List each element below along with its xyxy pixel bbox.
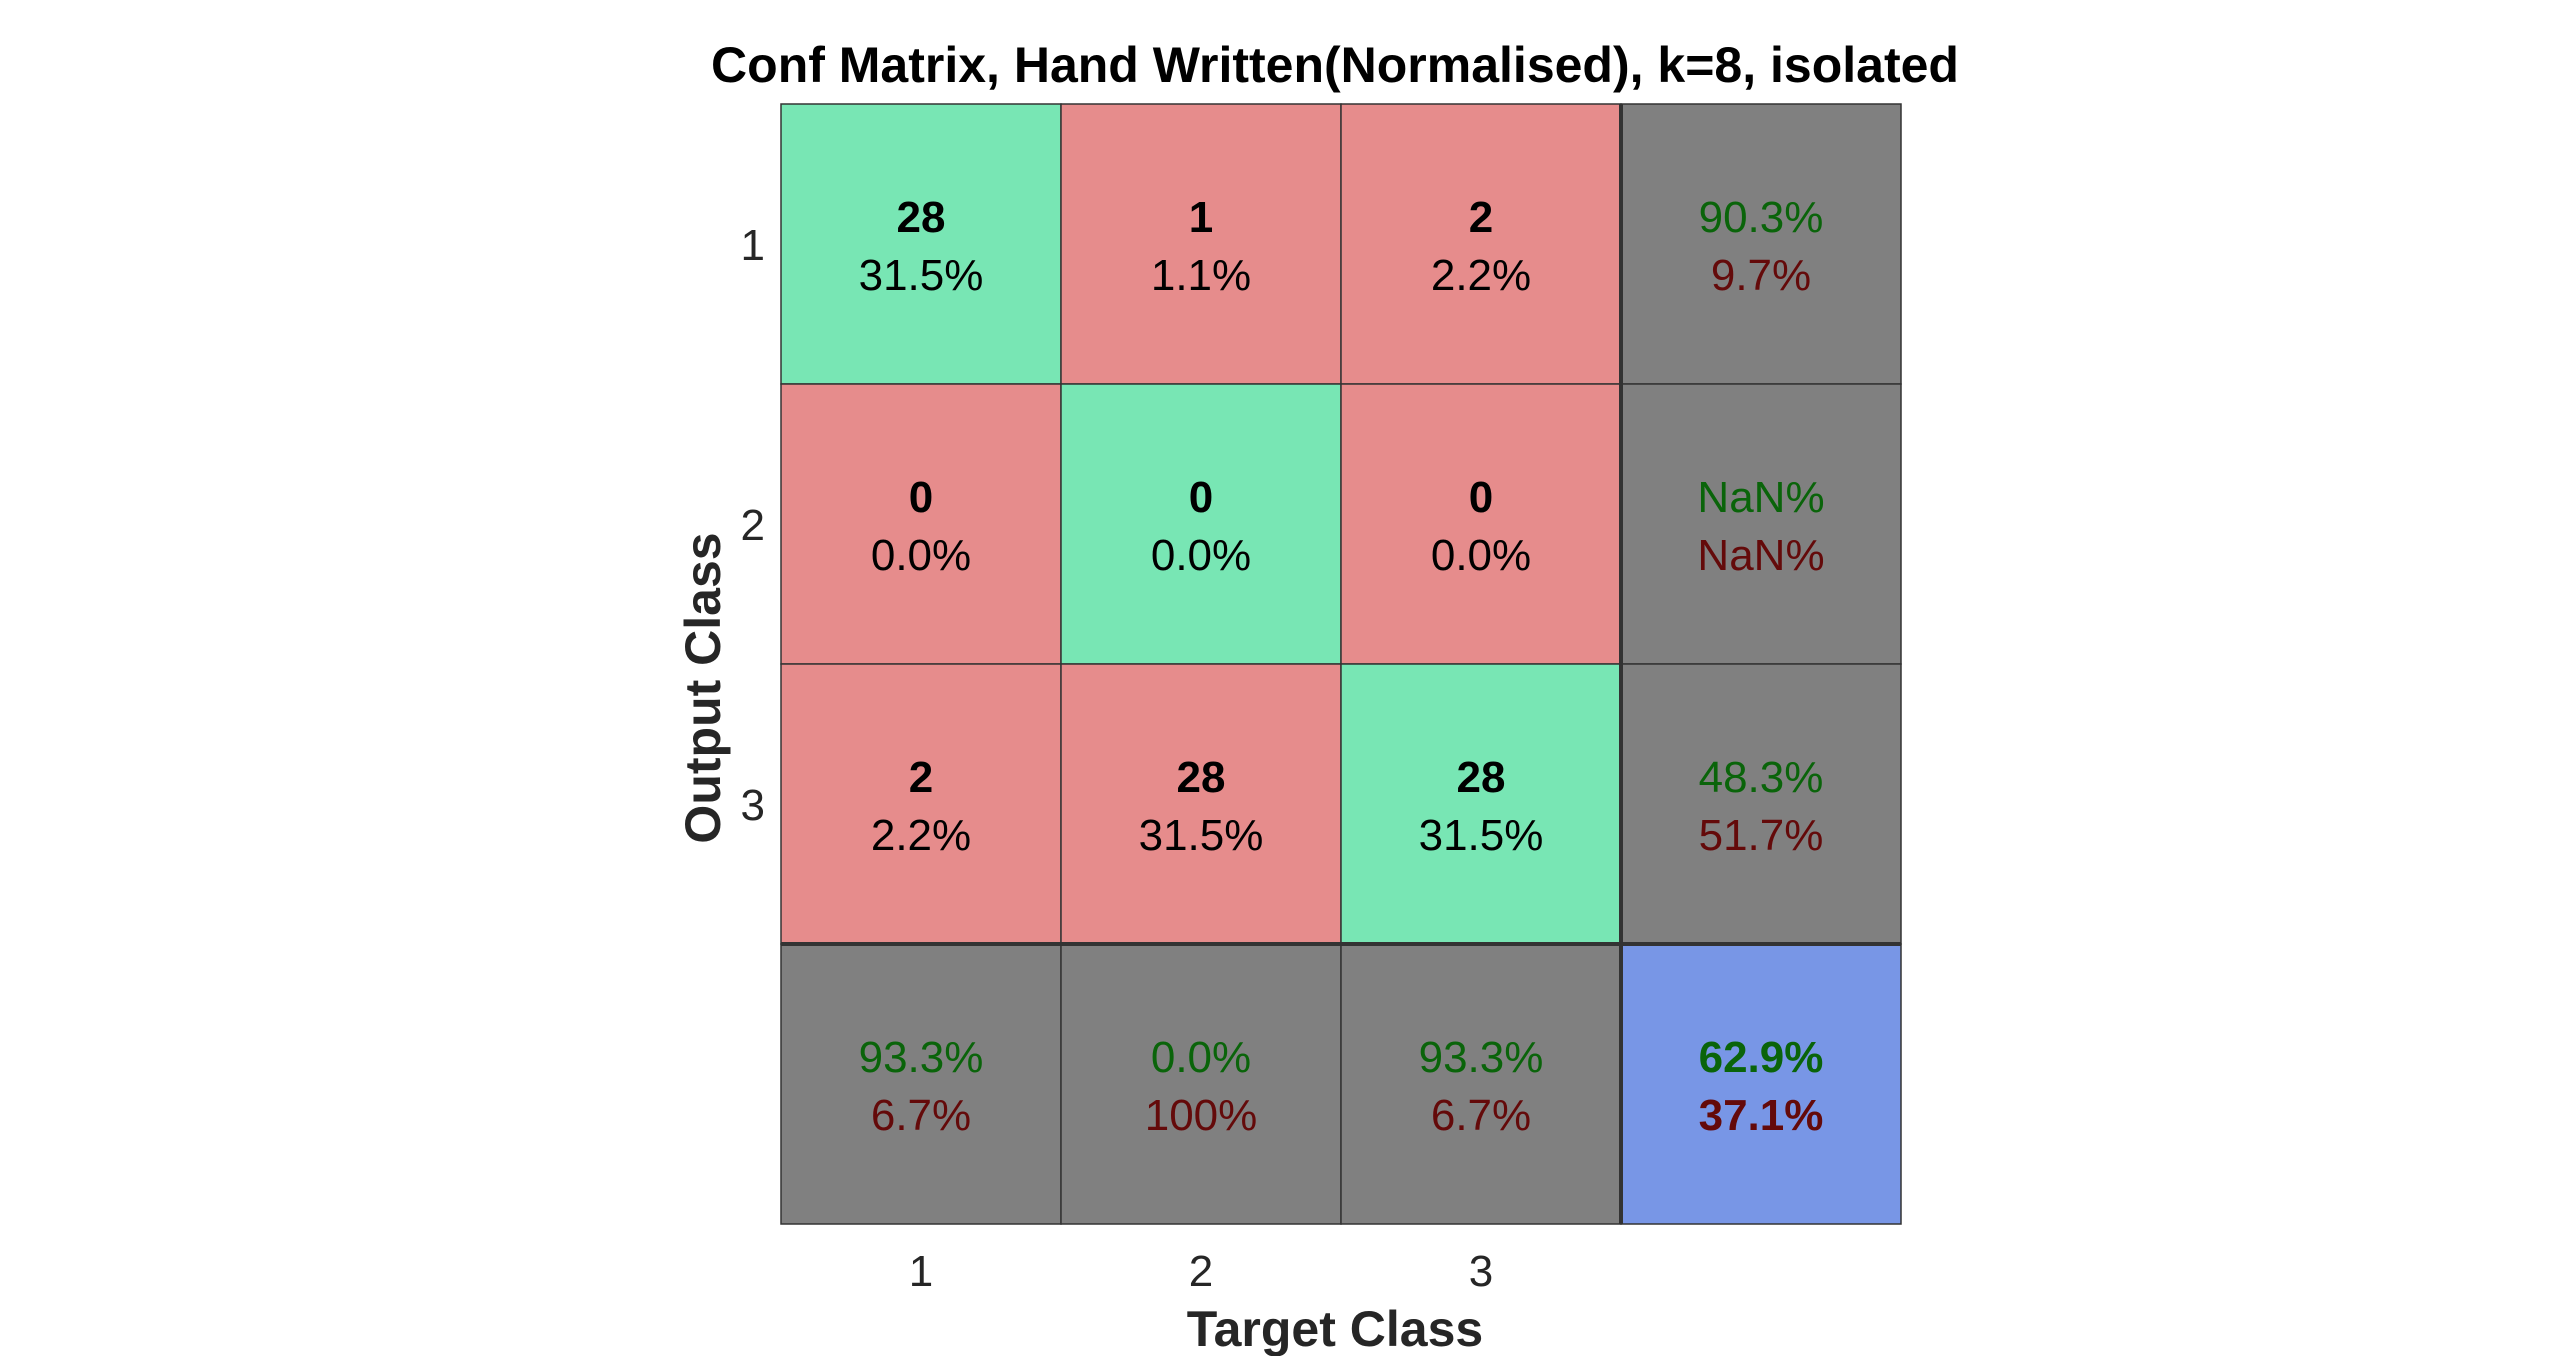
overall-correct: 62.9% — [1699, 1033, 1824, 1082]
matrix-cells: 28 31.5% 1 1.1% 2 2.2% 0 0.0% 0 0.0% 0 0.0% 2 2.2% 28 3… — [780, 103, 1902, 1225]
matrix-cell — [780, 663, 1062, 945]
overall-cell — [1620, 943, 1902, 1225]
y-tick-label: 3 — [741, 781, 765, 830]
column-summary-incorrect: 6.7% — [871, 1091, 971, 1140]
cell-percent: 31.5% — [859, 251, 984, 300]
cell-count: 28 — [897, 193, 946, 242]
column-summary-cell — [1340, 943, 1622, 1225]
matrix-cell — [1340, 103, 1622, 385]
matrix-cell — [1060, 103, 1342, 385]
row-summary-cell — [1620, 103, 1902, 385]
cell-percent: 0.0% — [1151, 531, 1251, 580]
row-summary-incorrect: 9.7% — [1711, 251, 1811, 300]
column-summary-correct: 93.3% — [859, 1033, 984, 1082]
cell-percent: 2.2% — [871, 811, 971, 860]
matrix-cell — [780, 383, 1062, 665]
row-summary-incorrect: NaN% — [1697, 531, 1824, 580]
row-summary-correct: 90.3% — [1699, 193, 1824, 242]
matrix-cell — [1060, 663, 1342, 945]
overall-incorrect: 37.1% — [1699, 1091, 1824, 1140]
column-summary-incorrect: 6.7% — [1431, 1091, 1531, 1140]
cell-count: 1 — [1189, 193, 1213, 242]
x-tick-label: 1 — [909, 1247, 933, 1296]
cell-percent: 0.0% — [1431, 531, 1531, 580]
cell-count: 28 — [1177, 753, 1226, 802]
cell-percent: 31.5% — [1139, 811, 1264, 860]
row-summary-cell — [1620, 663, 1902, 945]
column-summary-cell — [780, 943, 1062, 1225]
cell-count: 2 — [909, 753, 933, 802]
cell-count: 0 — [909, 473, 933, 522]
row-summary-correct: 48.3% — [1699, 753, 1824, 802]
chart-title: Conf Matrix, Hand Written(Normalised), k… — [711, 37, 1959, 93]
x-tick-label: 2 — [1189, 1247, 1213, 1296]
tick-labels: 1 2 3 1 2 3 — [741, 221, 1494, 1296]
matrix-cell — [780, 103, 1062, 385]
cell-percent: 1.1% — [1151, 251, 1251, 300]
cell-count: 0 — [1469, 473, 1493, 522]
cell-percent: 0.0% — [871, 531, 971, 580]
row-summary-correct: NaN% — [1697, 473, 1824, 522]
column-summary-correct: 0.0% — [1151, 1033, 1251, 1082]
matrix-cell — [1340, 383, 1622, 665]
matrix-cell — [1340, 663, 1622, 945]
matrix-cell — [1060, 383, 1342, 665]
cell-count: 28 — [1457, 753, 1506, 802]
cell-count: 0 — [1189, 473, 1213, 522]
cell-percent: 2.2% — [1431, 251, 1531, 300]
cell-percent: 31.5% — [1419, 811, 1544, 860]
row-summary-incorrect: 51.7% — [1699, 811, 1824, 860]
column-summary-cell — [1060, 943, 1342, 1225]
y-tick-label: 1 — [741, 221, 765, 270]
y-tick-label: 2 — [741, 501, 765, 550]
x-tick-label: 3 — [1469, 1247, 1493, 1296]
row-summary-cell — [1620, 383, 1902, 665]
y-axis-label: Output Class — [675, 532, 731, 843]
column-summary-incorrect: 100% — [1145, 1091, 1258, 1140]
cell-count: 2 — [1469, 193, 1493, 242]
x-axis-label: Target Class — [1187, 1301, 1483, 1356]
column-summary-correct: 93.3% — [1419, 1033, 1544, 1082]
